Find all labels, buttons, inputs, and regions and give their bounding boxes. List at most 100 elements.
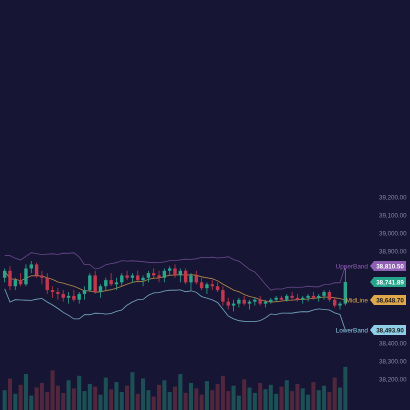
candle-body: [269, 299, 273, 302]
candle-body: [231, 303, 236, 306]
volume-bar: [18, 384, 23, 410]
candle-body: [72, 295, 76, 300]
upper-band-label-badge: [370, 261, 406, 271]
volume-bar: [2, 390, 7, 410]
last-price-label-value: 38,741.89: [376, 279, 404, 286]
candles: [2, 261, 348, 312]
candle-body: [61, 293, 65, 298]
upper-band-label-name: UpperBand: [336, 264, 369, 271]
candle-body: [104, 280, 108, 287]
volume-bar: [188, 383, 193, 410]
upper-band-label-value: 38,810.50: [376, 263, 404, 270]
volume-bar: [204, 381, 209, 410]
volume-bar: [306, 394, 311, 410]
lower-band-line: [4, 288, 346, 331]
volume-bar: [71, 388, 76, 410]
candle-body: [242, 299, 246, 304]
volume-bar: [215, 383, 220, 410]
volume-bar: [135, 393, 140, 410]
candle-body: [24, 268, 28, 285]
volume-bar: [130, 372, 135, 410]
candle-body: [226, 301, 230, 306]
candle-body: [93, 275, 97, 293]
volume-bar: [300, 388, 305, 410]
mid-line-label-value: 38,648.70: [376, 297, 404, 304]
candle-body: [98, 286, 103, 293]
candle-body: [29, 264, 33, 269]
candle-body: [66, 295, 71, 298]
candle-body: [221, 290, 225, 302]
bollinger-bands: [4, 252, 346, 331]
candle-body: [247, 301, 252, 304]
volume-bar: [242, 379, 247, 410]
candle-body: [317, 295, 321, 298]
volume-bar: [77, 375, 82, 410]
candle-body: [152, 273, 156, 276]
y-tick-label: 38,400.00: [379, 341, 407, 348]
candle-body: [210, 284, 214, 287]
candle-body: [343, 281, 348, 304]
candle-body: [109, 280, 113, 285]
y-tick-label: 38,300.00: [379, 359, 407, 366]
volume-bar: [61, 392, 66, 410]
volume-bar: [252, 392, 257, 410]
volume-bar: [157, 384, 162, 410]
candle-body: [2, 270, 7, 278]
candle-body: [194, 275, 198, 283]
candle-body: [332, 299, 337, 306]
volume-bar: [337, 387, 343, 410]
volume-bar: [194, 388, 199, 410]
volume-bar: [236, 395, 241, 410]
volume-bar: [327, 392, 332, 410]
candle-body: [136, 275, 140, 281]
candle-body: [88, 275, 92, 291]
volume-bars: [2, 366, 348, 410]
volume-bar: [226, 391, 231, 410]
candle-body: [120, 275, 124, 283]
y-tick-label: 39,200.00: [379, 195, 407, 202]
volume-bar: [98, 394, 103, 410]
lower-band-label-value: 38,493.90: [376, 327, 404, 334]
candle-body: [114, 282, 119, 285]
volume-bar: [210, 390, 215, 410]
volume-bar: [13, 393, 18, 410]
candle-body: [322, 292, 326, 296]
candle-body: [157, 275, 161, 278]
candle-body: [338, 303, 342, 306]
y-tick-label: 38,900.00: [379, 249, 407, 256]
volume-bar: [178, 374, 183, 410]
candle-body: [77, 293, 81, 300]
volume-bar: [23, 374, 28, 410]
candle-body: [199, 282, 204, 289]
candle-body: [13, 280, 18, 287]
volume-bar: [55, 385, 60, 410]
candle-body: [285, 295, 289, 300]
volume-bar: [258, 383, 263, 410]
lower-band-label-name: LowerBand: [336, 328, 369, 335]
volume-bar: [87, 383, 92, 410]
candle-body: [237, 299, 241, 304]
last-price-label-badge: [370, 277, 406, 287]
volume-bar: [50, 370, 55, 410]
volume-bar: [39, 383, 44, 410]
volume-bar: [279, 386, 284, 410]
candle-body: [274, 297, 278, 300]
candle-body: [162, 270, 167, 278]
candle-body: [215, 286, 220, 291]
volume-bar: [109, 389, 114, 410]
volume-bar: [290, 391, 295, 410]
volume-bar: [316, 390, 321, 410]
price-labels: UpperBand 38,810.50 38,741.89 MidLine 38,648…: [336, 261, 406, 335]
candle-body: [311, 295, 316, 298]
y-tick-label: 38,200.00: [379, 377, 407, 384]
lower-band-label-badge: [370, 325, 406, 335]
volume-bar: [34, 387, 39, 410]
candle-body: [173, 268, 177, 276]
volume-bar: [66, 380, 71, 410]
volume-bar: [231, 385, 236, 410]
candle-body: [130, 275, 135, 278]
volume-bar: [311, 382, 316, 410]
volume-bar: [343, 366, 348, 410]
